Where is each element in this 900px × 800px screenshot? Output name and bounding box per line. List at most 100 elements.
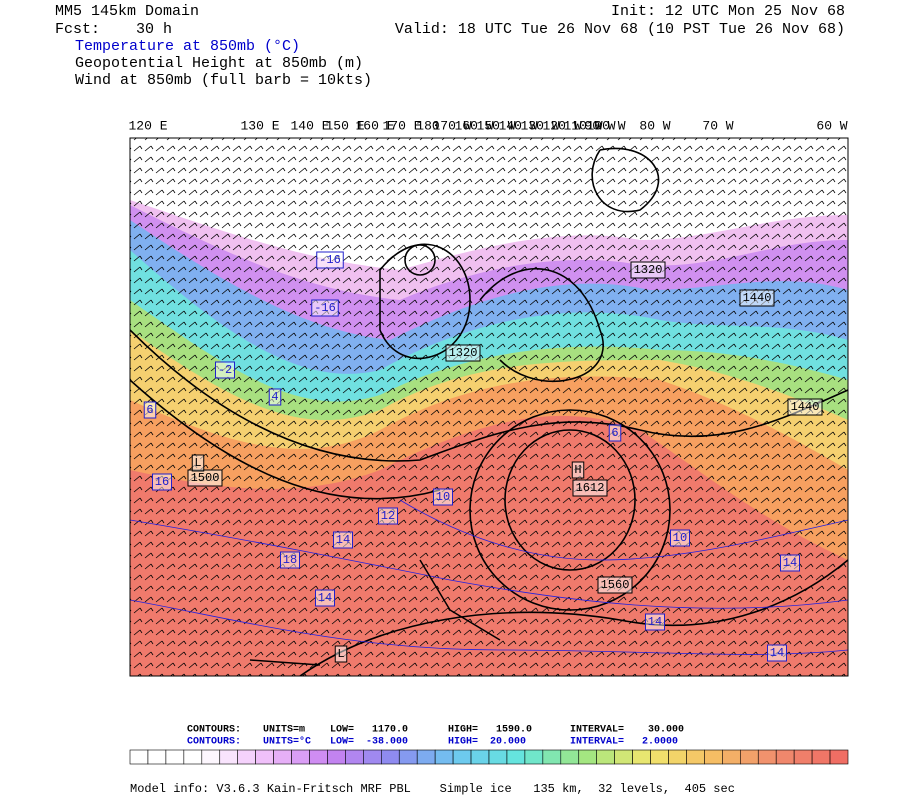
contour-label: 14 [315, 589, 335, 607]
contour-label-box [433, 488, 453, 506]
contour-label-text: 1440 [743, 291, 772, 305]
contour-label: 10 [670, 529, 690, 547]
color-bar-cell [434, 749, 454, 765]
color-bar-cell [273, 749, 292, 765]
contour-label-text: L [194, 456, 201, 470]
contour-label-box [767, 644, 787, 662]
longitude-label: 170 E [382, 118, 421, 133]
contour-label-box [191, 454, 205, 472]
model-info: Model info: V3.6.3 Kain-Fritsch MRF PBL … [130, 782, 735, 796]
longitude-label: 130 E [240, 118, 279, 133]
contour-label-box [315, 589, 335, 607]
color-bar-cell [416, 749, 436, 765]
color-bar-cell [757, 749, 777, 765]
map-frame [129, 137, 849, 677]
contour-label-text: 4 [271, 390, 278, 404]
contour-label: 1440 [739, 289, 775, 307]
contour-label-box [378, 507, 398, 525]
color-bar-cell [470, 749, 490, 765]
contour-label-box [152, 473, 172, 491]
color-bar-cell [614, 749, 633, 765]
color-bar-cell [147, 749, 167, 765]
color-bar-cell [327, 749, 346, 765]
contour-label-text: 1500 [191, 471, 220, 485]
color-bar-cell [183, 749, 203, 765]
color-bar-cell [129, 749, 149, 765]
contour-label: CONTOURS: [187, 737, 241, 748]
contour-label: 14 [333, 531, 353, 549]
contour-label: 6 [143, 401, 157, 419]
contour-label-text: 16 [155, 475, 169, 489]
color-bar-cell [219, 749, 239, 765]
contour-label-box [187, 469, 223, 487]
longitude-label: 180 [416, 118, 439, 133]
contour-low: LOW= -38.000 [330, 737, 408, 748]
longitude-label: 110 W [563, 118, 602, 133]
color-bar-cell [578, 749, 598, 765]
color-bar-cell [560, 749, 580, 765]
contour-label-box [268, 388, 282, 406]
contour-low: LOW= 1170.0 [330, 725, 408, 736]
color-bar-cell [811, 749, 831, 765]
init-time: Init: 12 UTC Mon 25 Nov 68 [611, 3, 845, 20]
longitude-label: 170 W [432, 118, 471, 133]
contour-label: 1500 [187, 469, 223, 487]
contour-label: -16 [316, 251, 344, 269]
contour-label-text: 14 [770, 646, 784, 660]
color-bar-cell [632, 749, 651, 765]
longitude-label: 150 E [325, 118, 364, 133]
contour-label-box [311, 299, 339, 317]
color-bar-cell [596, 749, 615, 765]
contour-label: 10 [433, 488, 453, 506]
color-bar-cell [722, 749, 741, 765]
contour-label: 1560 [597, 576, 633, 594]
color-bar-cell [237, 749, 256, 765]
contour-label-text: H [574, 463, 581, 477]
longitude-label: 130 W [520, 118, 559, 133]
color-bar-cell [452, 749, 472, 765]
longitude-label: 90 W [584, 118, 615, 133]
valid-time: Valid: 18 UTC Tue 26 Nov 68 (10 PST Tue … [395, 21, 845, 38]
contour-label: CONTOURS: [187, 725, 241, 736]
contour-label: L [334, 645, 348, 663]
longitude-label: 100 W [586, 118, 625, 133]
color-bar-cell [686, 749, 705, 765]
field-temperature: Temperature at 850mb (°C) [75, 38, 300, 55]
longitude-label: 140 W [498, 118, 537, 133]
field-height: Geopotential Height at 850mb (m) [75, 55, 363, 72]
contour-label: 1320 [445, 344, 481, 362]
color-bar-cell [291, 749, 310, 765]
contour-label: 1440 [787, 398, 823, 416]
contour-label-text: 1560 [601, 578, 630, 592]
contour-label-box [334, 645, 348, 663]
contour-label: 4 [268, 388, 282, 406]
contour-label-text: 14 [648, 615, 662, 629]
contour-label-text: 1612 [576, 481, 605, 495]
contour-label-box [787, 398, 823, 416]
contour-label-text: 1320 [449, 346, 478, 360]
color-bar-cell [775, 749, 795, 765]
contour-label: -2 [215, 361, 235, 379]
color-bar-cell [524, 749, 544, 765]
contour-label-text: -16 [314, 301, 336, 315]
longitude-label: 120 W [542, 118, 581, 133]
longitude-label: 60 W [816, 118, 847, 133]
contour-label: 6 [608, 424, 622, 442]
color-bar-cell [829, 749, 849, 765]
contour-units: UNITS=m [263, 725, 305, 736]
contour-label-box [670, 529, 690, 547]
color-bar-cell [542, 749, 562, 765]
contour-label-text: 12 [381, 509, 395, 523]
contour-label-box [333, 531, 353, 549]
contour-label-text: 14 [336, 533, 350, 547]
domain: MM5 145km Domain [55, 3, 199, 20]
longitude-label: 160 E [355, 118, 394, 133]
longitude-label: 150 W [476, 118, 515, 133]
contour-interval: INTERVAL= 30.000 [570, 725, 684, 736]
contour-label: 14 [645, 613, 665, 631]
contour-label-text: 6 [611, 426, 618, 440]
longitude-label: 140 E [290, 118, 329, 133]
contour-label-box [215, 361, 235, 379]
contour-high: HIGH= 20.000 [448, 737, 526, 748]
